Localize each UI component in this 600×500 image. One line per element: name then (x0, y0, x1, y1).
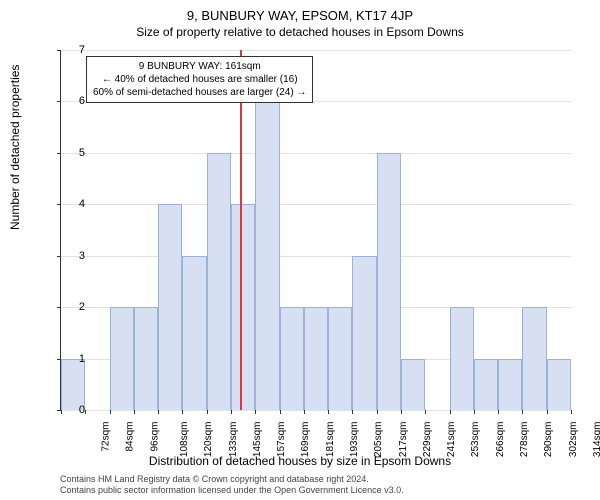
xtick-label: 181sqm (325, 422, 336, 458)
ytick-label: 1 (45, 353, 85, 365)
xtick-label: 302sqm (568, 422, 579, 458)
histogram-bar (255, 101, 279, 410)
histogram-bar (377, 153, 401, 410)
xtick-mark (85, 410, 86, 414)
xtick-mark (231, 410, 232, 414)
xtick-label: 278sqm (519, 422, 530, 458)
xtick-mark (328, 410, 329, 414)
y-axis-label: Number of detached properties (8, 65, 22, 230)
highlight-line (240, 50, 242, 410)
histogram-bar (158, 204, 182, 410)
xtick-mark (522, 410, 523, 414)
xtick-mark (280, 410, 281, 414)
histogram-bar (304, 307, 328, 410)
histogram-bar (280, 307, 304, 410)
xtick-mark (401, 410, 402, 414)
xtick-label: 133sqm (228, 422, 239, 458)
histogram-bar (547, 359, 571, 410)
gridline (61, 153, 571, 154)
histogram-bar (401, 359, 425, 410)
xtick-label: 229sqm (422, 422, 433, 458)
ytick-label: 0 (45, 404, 85, 416)
xtick-mark (571, 410, 572, 414)
xtick-mark (207, 410, 208, 414)
plot-area (60, 50, 571, 411)
histogram-bar (522, 307, 546, 410)
annotation-line3: 60% of semi-detached houses are larger (… (93, 86, 306, 99)
xtick-mark (158, 410, 159, 414)
xtick-mark (425, 410, 426, 414)
ytick-label: 6 (45, 95, 85, 107)
xtick-label: 84sqm (125, 422, 136, 452)
xtick-mark (134, 410, 135, 414)
histogram-bar (134, 307, 158, 410)
annotation-box: 9 BUNBURY WAY: 161sqm← 40% of detached h… (86, 56, 313, 103)
xtick-mark (450, 410, 451, 414)
xtick-mark (304, 410, 305, 414)
xtick-label: 169sqm (301, 422, 312, 458)
xtick-label: 290sqm (543, 422, 554, 458)
gridline (61, 204, 571, 205)
chart-container: 9, BUNBURY WAY, EPSOM, KT17 4JP Size of … (0, 0, 600, 500)
histogram-bar (352, 256, 376, 410)
histogram-bar (474, 359, 498, 410)
xtick-label: 266sqm (495, 422, 506, 458)
histogram-bar (61, 359, 85, 410)
xtick-label: 314sqm (592, 422, 600, 458)
xtick-label: 108sqm (179, 422, 190, 458)
chart-title-address: 9, BUNBURY WAY, EPSOM, KT17 4JP (0, 0, 600, 23)
ytick-label: 2 (45, 301, 85, 313)
credits-line2: Contains public sector information licen… (60, 485, 404, 496)
xtick-label: 241sqm (446, 422, 457, 458)
ytick-label: 3 (45, 250, 85, 262)
gridline (61, 256, 571, 257)
xtick-label: 72sqm (101, 422, 112, 452)
xtick-mark (547, 410, 548, 414)
xtick-mark (182, 410, 183, 414)
histogram-bar (207, 153, 231, 410)
xtick-label: 120sqm (203, 422, 214, 458)
histogram-bar (110, 307, 134, 410)
annotation-line1: 9 BUNBURY WAY: 161sqm (93, 60, 306, 73)
ytick-label: 5 (45, 147, 85, 159)
xtick-label: 157sqm (276, 422, 287, 458)
xtick-mark (498, 410, 499, 414)
xtick-mark (255, 410, 256, 414)
gridline (61, 50, 571, 51)
xtick-label: 217sqm (398, 422, 409, 458)
histogram-bar (231, 204, 255, 410)
ytick-label: 7 (45, 44, 85, 56)
histogram-bar (450, 307, 474, 410)
annotation-line2: ← 40% of detached houses are smaller (16… (93, 73, 306, 86)
xtick-mark (474, 410, 475, 414)
credits-line1: Contains HM Land Registry data © Crown c… (60, 474, 404, 485)
credits: Contains HM Land Registry data © Crown c… (60, 474, 404, 496)
histogram-bar (328, 307, 352, 410)
xtick-mark (377, 410, 378, 414)
xtick-label: 96sqm (149, 422, 160, 452)
histogram-bar (498, 359, 522, 410)
xtick-mark (352, 410, 353, 414)
xtick-label: 253sqm (471, 422, 482, 458)
histogram-bar (182, 256, 206, 410)
xtick-label: 193sqm (349, 422, 360, 458)
xtick-label: 205sqm (373, 422, 384, 458)
gridline (61, 410, 571, 411)
ytick-label: 4 (45, 198, 85, 210)
chart-subtitle: Size of property relative to detached ho… (0, 23, 600, 39)
xtick-label: 145sqm (252, 422, 263, 458)
xtick-mark (110, 410, 111, 414)
